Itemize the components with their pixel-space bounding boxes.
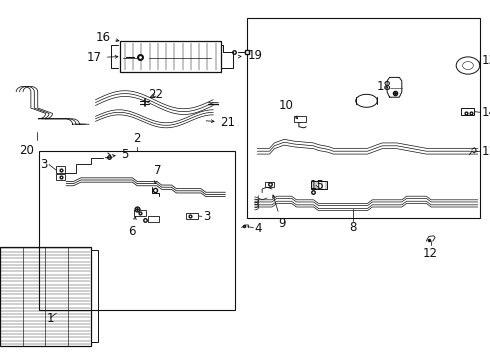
Text: 19: 19: [238, 49, 263, 62]
Text: 14: 14: [482, 106, 490, 119]
Text: 2: 2: [133, 132, 141, 145]
Bar: [311, 181, 327, 189]
Text: 3: 3: [203, 210, 211, 223]
Text: 17: 17: [87, 51, 118, 64]
Bar: [247, 18, 480, 218]
Bar: [120, 41, 220, 72]
Text: 21: 21: [206, 116, 236, 129]
Text: 6: 6: [128, 217, 136, 238]
Bar: [39, 151, 235, 310]
Text: 8: 8: [349, 221, 357, 234]
Text: 20: 20: [20, 144, 34, 157]
Bar: [461, 108, 474, 115]
Bar: [294, 116, 306, 122]
Bar: [134, 210, 146, 216]
Text: 1: 1: [47, 312, 54, 325]
Text: 18: 18: [377, 80, 392, 93]
Bar: [56, 174, 65, 180]
Text: 4: 4: [255, 222, 262, 235]
Bar: [186, 213, 198, 219]
Bar: [265, 182, 274, 187]
Text: 13: 13: [482, 54, 490, 67]
Text: 3: 3: [41, 158, 48, 171]
Text: 12: 12: [423, 247, 438, 260]
Text: 5: 5: [112, 148, 129, 161]
Bar: [0, 247, 91, 346]
Text: 16: 16: [95, 31, 119, 44]
Bar: [91, 250, 98, 342]
Text: 22: 22: [148, 88, 163, 101]
Text: 15: 15: [310, 179, 325, 192]
Text: 7: 7: [154, 164, 162, 184]
Bar: [148, 216, 159, 222]
Bar: [56, 166, 65, 173]
Text: 11: 11: [482, 145, 490, 158]
Text: 9: 9: [272, 195, 286, 230]
Text: 10: 10: [279, 99, 297, 119]
